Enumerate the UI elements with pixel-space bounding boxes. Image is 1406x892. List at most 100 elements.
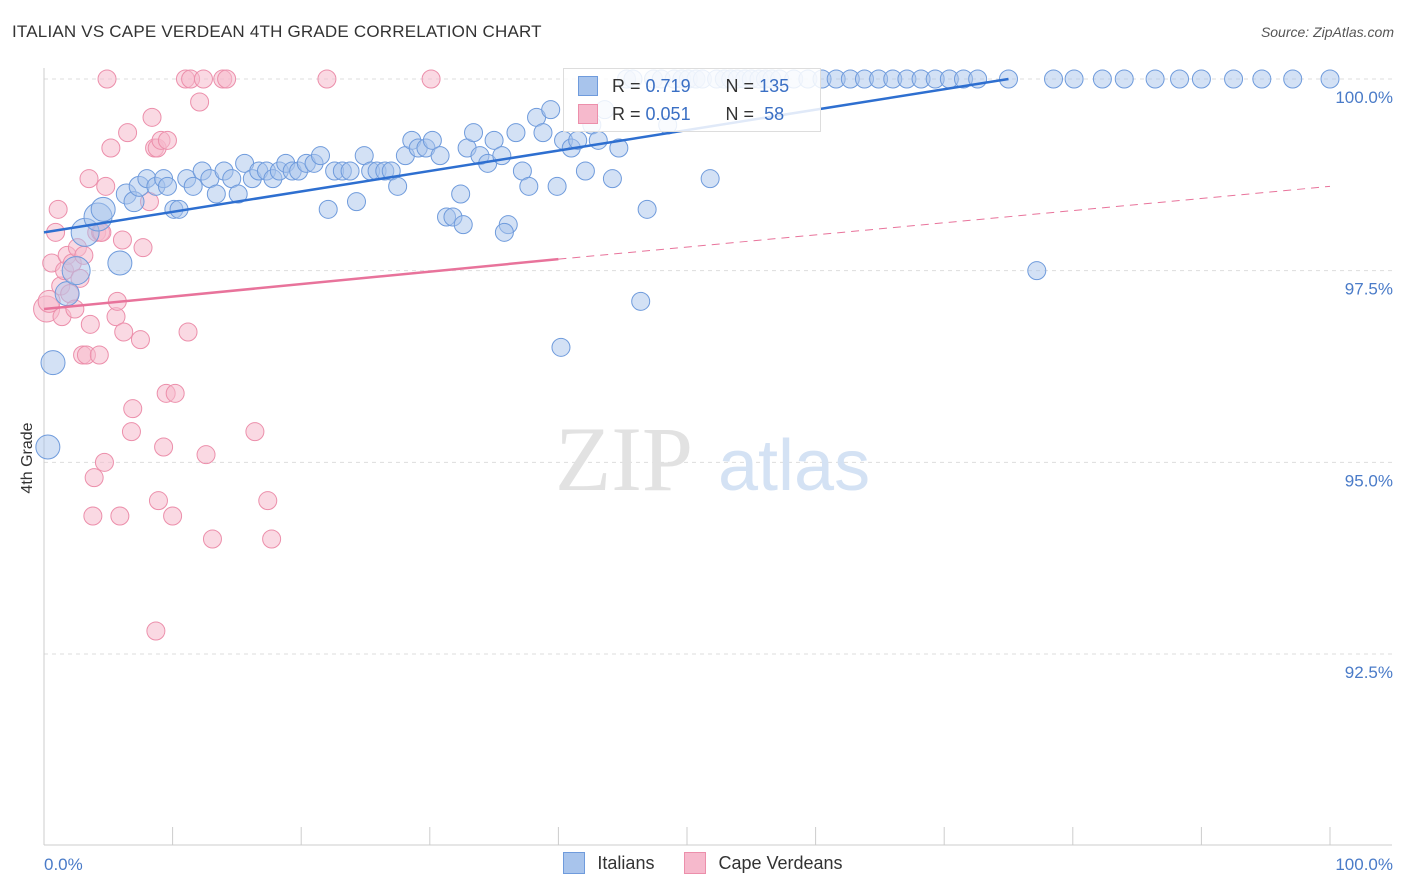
italian-point: [1283, 69, 1303, 89]
italian-point: [637, 199, 657, 219]
italians-swatch: [578, 76, 598, 96]
italian-point: [388, 176, 408, 196]
italian-point: [90, 196, 116, 222]
cape-verdeans-trend-line: [43, 257, 559, 311]
cape-verdean-point: [146, 621, 166, 641]
italians-r-label: R =: [612, 75, 641, 96]
legend: Italians Cape Verdeans: [0, 852, 1406, 874]
cape-verdean-point: [112, 230, 132, 250]
cape-verdean-point: [142, 107, 162, 127]
cape-verdean-point: [80, 314, 100, 334]
cape-verdean-point: [118, 123, 138, 143]
legend-item-italians[interactable]: Italians: [563, 852, 654, 874]
italian-point: [533, 123, 553, 143]
italian-point: [1114, 69, 1134, 89]
x-tick-label: 100.0%: [1335, 855, 1393, 874]
cape-verdean-point: [163, 506, 183, 526]
italian-point: [494, 222, 514, 242]
italian-point: [506, 123, 526, 143]
cape-verdean-point: [96, 176, 116, 196]
italian-point: [1320, 69, 1340, 89]
cape-verdean-point: [94, 452, 114, 472]
cape-verdean-point: [245, 422, 265, 442]
cape-verdean-point: [217, 69, 237, 89]
cape-verdean-point: [154, 437, 174, 457]
italian-point: [609, 138, 629, 158]
cape-verdean-point: [421, 69, 441, 89]
italian-point: [451, 184, 471, 204]
legend-label-cape-verdeans: Cape Verdeans: [718, 852, 843, 873]
cape-verdean-point: [190, 92, 210, 112]
italian-point: [340, 161, 360, 181]
x-tick-label: 0.0%: [44, 855, 83, 874]
y-tick-label: 100.0%: [1335, 88, 1393, 107]
italian-point: [551, 337, 571, 357]
italian-point: [157, 176, 177, 196]
cape-verdean-point: [83, 506, 103, 526]
italian-point: [588, 130, 608, 150]
cape-verdean-point: [165, 383, 185, 403]
italian-point: [631, 291, 651, 311]
tick-labels: 92.5% 95.0% 97.5% 100.0% 0.0% 100.0%: [44, 88, 1393, 874]
italian-point: [547, 176, 567, 196]
cape-verdean-point: [84, 468, 104, 488]
italian-point: [318, 199, 338, 219]
italians-n-label: N =: [725, 75, 755, 96]
italian-point: [35, 434, 61, 460]
italian-point: [519, 176, 539, 196]
y-tick-label: 92.5%: [1345, 663, 1393, 682]
cape-verdean-point: [193, 69, 213, 89]
italian-point: [1224, 69, 1244, 89]
italian-point: [40, 350, 66, 376]
grid-lines: [44, 78, 1392, 655]
cape-verdean-point: [123, 399, 143, 419]
italian-point: [602, 169, 622, 189]
italian-point: [206, 184, 226, 204]
italian-point: [1092, 69, 1112, 89]
italians-r-value: 0.719: [645, 75, 691, 96]
italian-point: [484, 130, 504, 150]
cape-verdean-point: [262, 529, 282, 549]
cape-verdean-point: [89, 345, 109, 365]
italian-point: [1191, 69, 1211, 89]
italian-point: [541, 100, 561, 120]
italian-point: [1170, 69, 1190, 89]
y-tick-label: 97.5%: [1345, 280, 1393, 299]
cape-n-value: 58: [764, 103, 785, 124]
legend-item-cape-verdeans[interactable]: Cape Verdeans: [684, 852, 843, 874]
watermark-zip: ZIP: [555, 408, 693, 510]
cape-verdean-point: [148, 491, 168, 511]
italian-point: [430, 146, 450, 166]
trend-lines: [43, 77, 1331, 311]
chart-title: ITALIAN VS CAPE VERDEAN 4TH GRADE CORREL…: [12, 22, 542, 41]
italian-point: [422, 130, 442, 150]
italian-point: [1145, 69, 1165, 89]
cape-verdean-point: [178, 322, 198, 342]
italian-point: [183, 176, 203, 196]
italian-point: [61, 256, 91, 286]
italian-point: [228, 184, 248, 204]
italians-n-value: 135: [759, 75, 790, 96]
italian-point: [464, 123, 484, 143]
italian-point: [1027, 261, 1047, 281]
source-label: Source: ZipAtlas.com: [1260, 24, 1394, 40]
cape-swatch: [578, 104, 598, 124]
italian-point: [1044, 69, 1064, 89]
cape-verdean-point: [196, 445, 216, 465]
italian-point: [575, 161, 595, 181]
legend-label-italians: Italians: [597, 852, 655, 873]
cape-r-value: 0.051: [645, 103, 691, 124]
cape-verdean-point: [157, 130, 177, 150]
italian-point: [700, 169, 720, 189]
watermark-atlas: atlas: [718, 426, 870, 506]
cape-verdean-point: [317, 69, 337, 89]
cape-n-label: N =: [725, 103, 755, 124]
legend-swatch-italians: [563, 852, 586, 874]
cape-verdean-point: [110, 506, 130, 526]
italian-point: [346, 192, 366, 212]
cape-verdean-point: [133, 238, 153, 258]
legend-swatch-cape-verdeans: [684, 852, 707, 874]
stats-box: R = 0.719 N = 135 R = 0.051 N = 58: [563, 68, 821, 132]
italian-point: [107, 250, 133, 276]
